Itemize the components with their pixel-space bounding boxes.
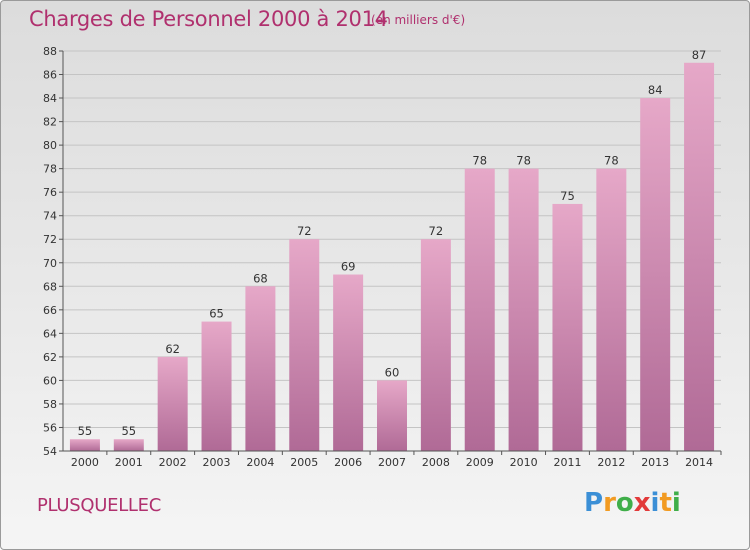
bar [201,321,232,451]
y-tick-label: 68 [43,280,57,293]
bar [684,62,715,451]
x-tick-label: 2010 [510,456,538,469]
y-tick-label: 76 [43,186,57,199]
bar [333,274,364,451]
y-tick-label: 72 [43,233,57,246]
logo-letter: i [671,488,681,518]
proxiti-logo[interactable]: Proxiti [584,488,681,518]
bar-value-label: 69 [341,260,356,274]
bar-value-label: 75 [560,189,575,203]
bar-value-label: 55 [78,424,93,438]
y-tick-label: 58 [43,398,57,411]
y-tick-label: 74 [43,210,57,223]
bar-value-label: 87 [692,48,707,62]
bar [377,380,407,451]
bar [420,239,451,451]
x-tick-label: 2008 [422,456,450,469]
bars: 55 55 62 65 68 72 69 60 72 78 78 75 78 84 87 [69,48,715,451]
logo-letter: o [615,488,634,518]
bar-value-label: 78 [516,154,531,168]
y-tick-label: 64 [43,327,57,340]
bar [289,239,320,451]
y-tick-label: 78 [43,163,57,176]
logo-letter: P [584,488,604,518]
bar [596,168,627,451]
x-tick-label: 2001 [115,456,143,469]
x-tick-label: 2011 [553,456,581,469]
x-tick-label: 2006 [334,456,362,469]
bar-value-label: 72 [297,224,312,238]
x-tick-label: 2000 [71,456,99,469]
bar [245,286,276,451]
bar [640,98,671,451]
bar [157,356,188,451]
y-tick-label: 86 [43,69,57,82]
bar [69,439,100,451]
bar-value-label: 78 [604,154,619,168]
y-tick-label: 80 [43,139,57,152]
logo-letter: t [659,488,672,518]
y-tick-label: 62 [43,351,57,364]
bar-value-label: 60 [385,365,400,379]
chart-subtitle: (en milliers d'€) [371,13,466,27]
x-tick-label: 2002 [159,456,187,469]
y-tick-label: 88 [43,45,57,58]
y-tick-label: 56 [43,421,57,434]
axes: 54 56 58 60 62 64 66 68 70 72 74 76 78 80 82 84 86 88 2000… [43,45,722,469]
bar-value-label: 62 [165,342,180,356]
x-tick-label: 2013 [641,456,669,469]
logo-letter: r [603,488,616,518]
x-tick-label: 2003 [203,456,231,469]
y-tick-label: 66 [43,304,57,317]
bar-value-label: 72 [429,224,444,238]
x-tick-label: 2004 [246,456,274,469]
bar-value-label: 78 [472,154,487,168]
bar-value-label: 65 [209,307,224,321]
logo-letter: x [633,488,651,518]
bar-value-label: 68 [253,271,268,285]
bar [508,168,539,451]
y-tick-label: 60 [43,374,57,387]
x-tick-label: 2009 [466,456,494,469]
y-tick-label: 84 [43,92,57,105]
bar-value-label: 84 [648,83,663,97]
bar [552,203,583,451]
commune-name: PLUSQUELLEC [37,495,162,516]
bar [113,439,144,451]
x-tick-label: 2007 [378,456,406,469]
logo-letter: i [650,488,660,518]
x-tick-label: 2012 [597,456,625,469]
bar [464,168,495,451]
x-tick-label: 2014 [685,456,713,469]
bar-value-label: 55 [121,424,136,438]
y-tick-label: 82 [43,116,57,129]
y-tick-label: 54 [43,445,57,458]
x-tick-label: 2005 [290,456,318,469]
chart-title: Charges de Personnel 2000 à 2014 [29,7,388,31]
y-tick-label: 70 [43,257,57,270]
